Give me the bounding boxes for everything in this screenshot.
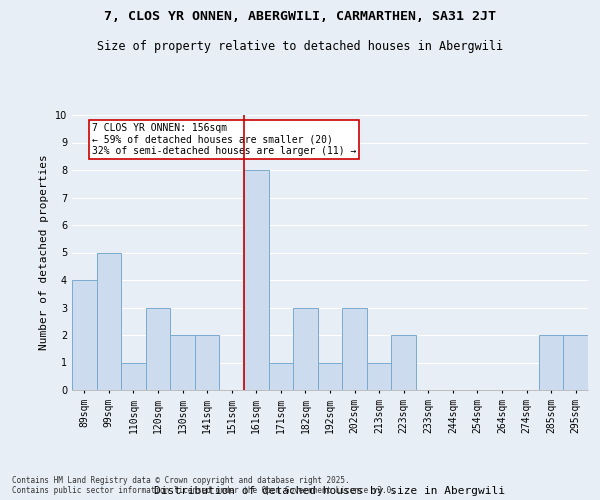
- Bar: [342, 308, 367, 390]
- Bar: [146, 308, 170, 390]
- Bar: [293, 308, 318, 390]
- Bar: [97, 252, 121, 390]
- Text: Contains HM Land Registry data © Crown copyright and database right 2025.
Contai: Contains HM Land Registry data © Crown c…: [12, 476, 396, 495]
- Y-axis label: Number of detached properties: Number of detached properties: [40, 154, 49, 350]
- Bar: [269, 362, 293, 390]
- Bar: [367, 362, 391, 390]
- Bar: [72, 280, 97, 390]
- Text: 7, CLOS YR ONNEN, ABERGWILI, CARMARTHEN, SA31 2JT: 7, CLOS YR ONNEN, ABERGWILI, CARMARTHEN,…: [104, 10, 496, 23]
- Text: Size of property relative to detached houses in Abergwili: Size of property relative to detached ho…: [97, 40, 503, 53]
- Bar: [563, 335, 588, 390]
- Bar: [121, 362, 146, 390]
- Bar: [195, 335, 220, 390]
- Bar: [170, 335, 195, 390]
- Bar: [318, 362, 342, 390]
- Bar: [244, 170, 269, 390]
- X-axis label: Distribution of detached houses by size in Abergwili: Distribution of detached houses by size …: [155, 486, 505, 496]
- Text: 7 CLOS YR ONNEN: 156sqm
← 59% of detached houses are smaller (20)
32% of semi-de: 7 CLOS YR ONNEN: 156sqm ← 59% of detache…: [92, 123, 356, 156]
- Bar: [391, 335, 416, 390]
- Bar: [539, 335, 563, 390]
